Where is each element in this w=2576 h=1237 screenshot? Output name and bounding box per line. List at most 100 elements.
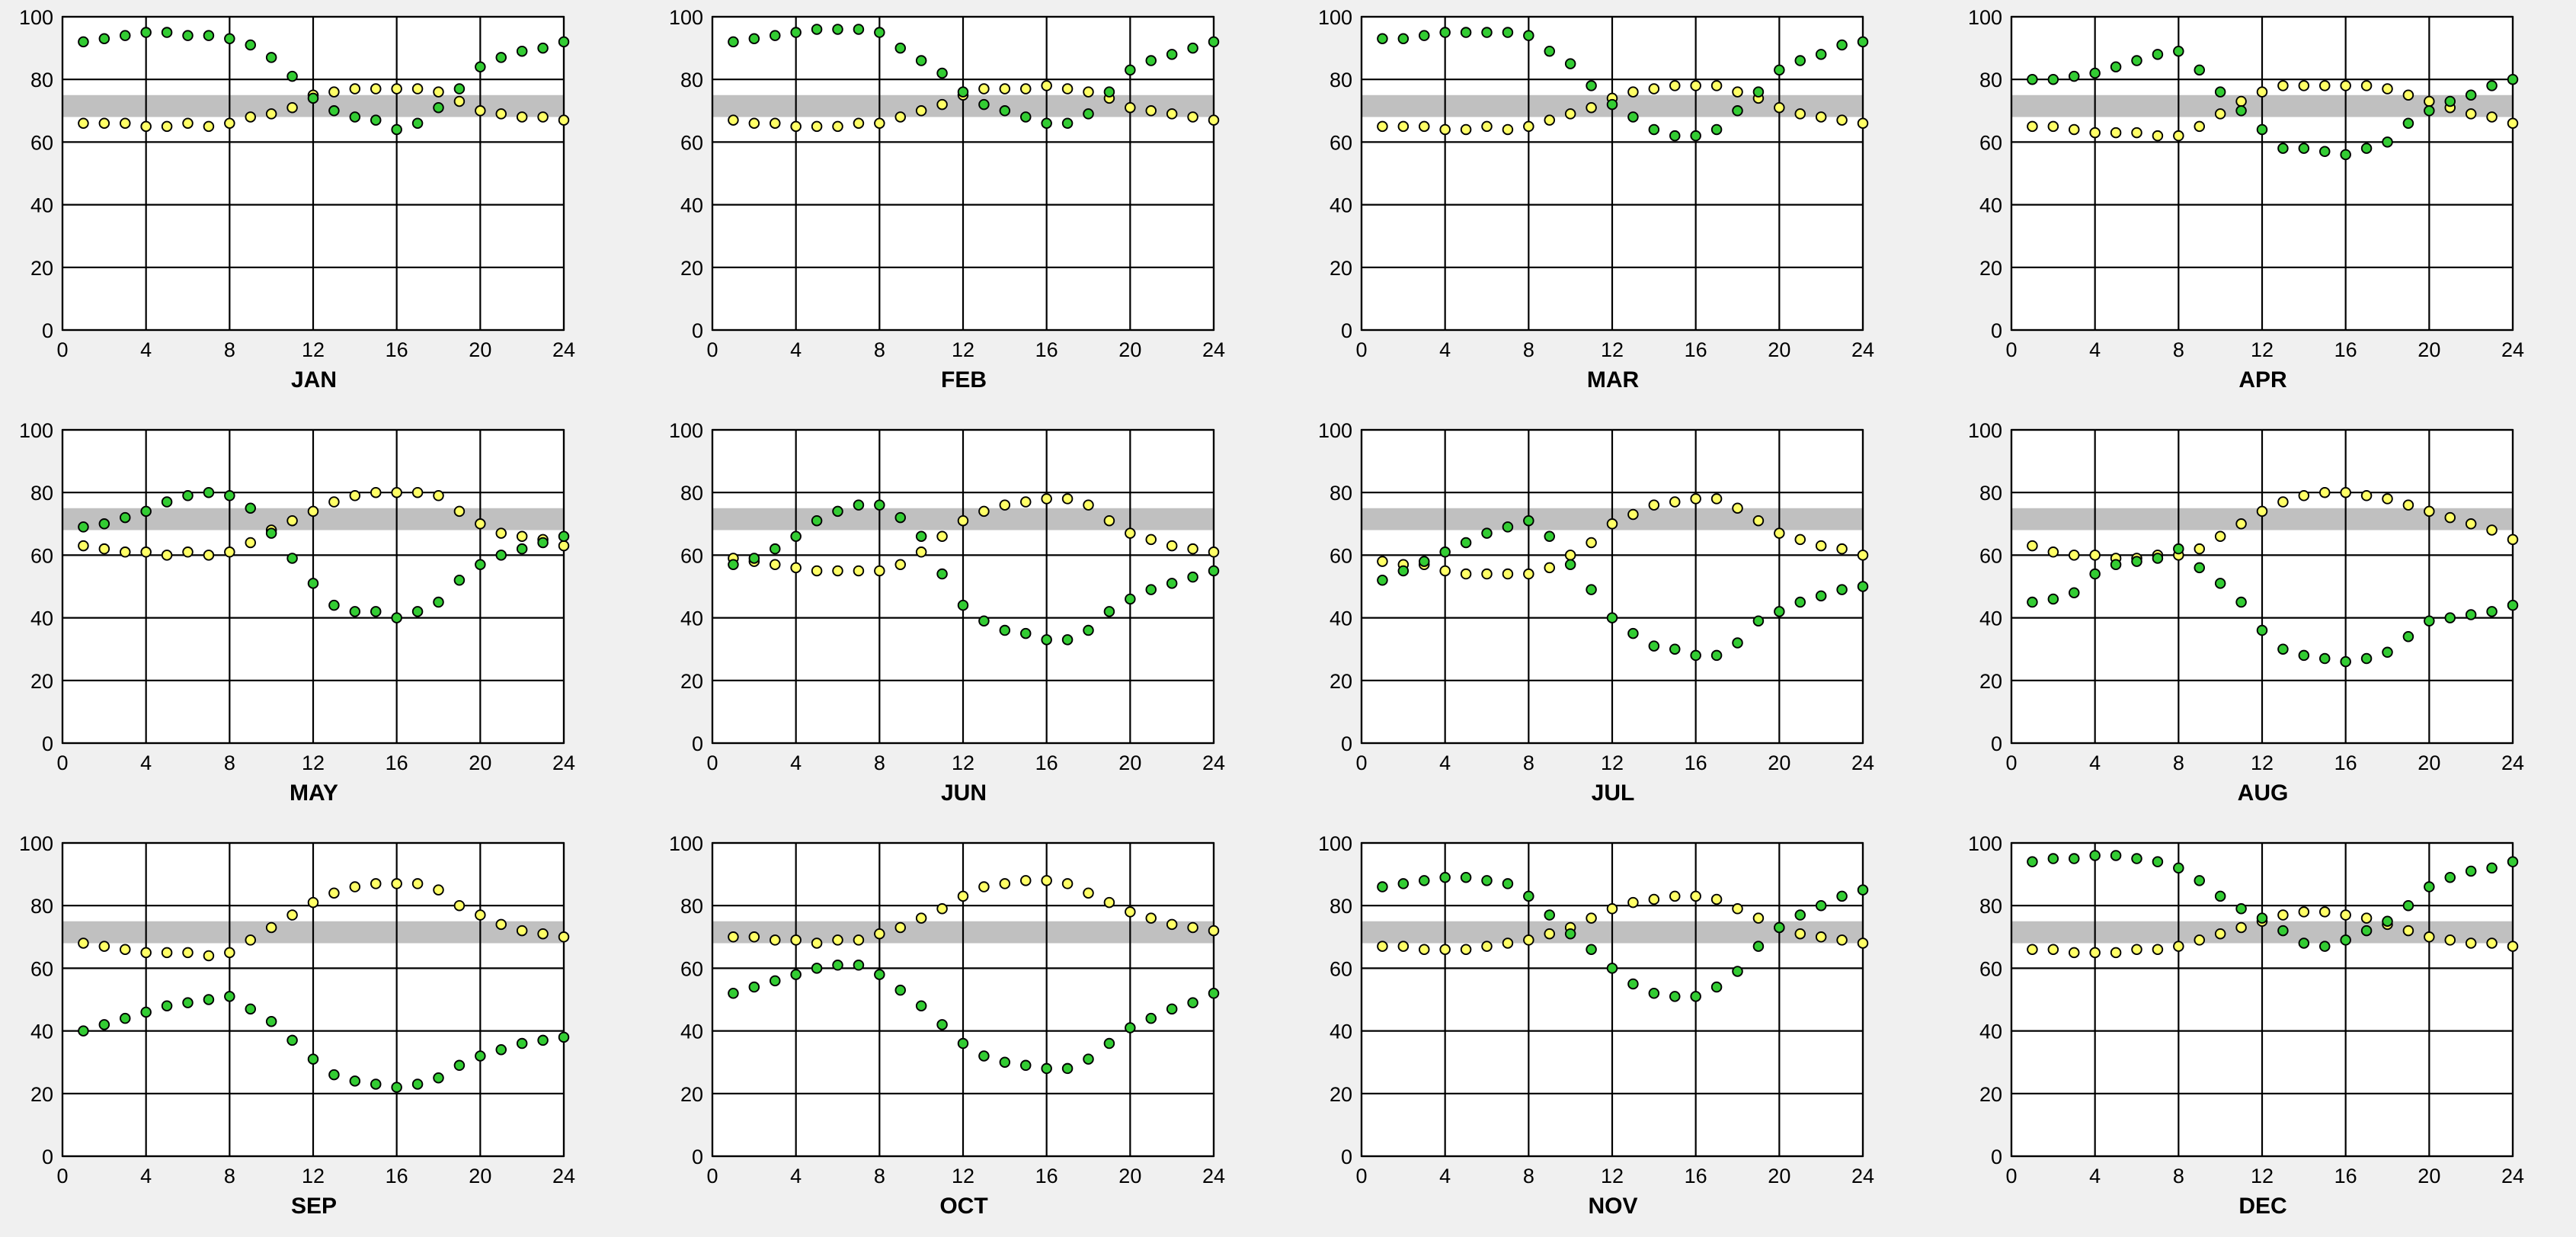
y-tick-label: 60 xyxy=(1979,957,2002,980)
x-tick-label: 8 xyxy=(224,751,235,774)
data-point xyxy=(748,33,760,45)
data-point xyxy=(1460,944,1472,955)
data-point xyxy=(2318,146,2331,157)
data-point xyxy=(1586,912,1597,924)
data-point xyxy=(1166,540,1178,552)
data-point xyxy=(2444,612,2456,623)
data-point xyxy=(853,960,865,971)
chart-panel-apr: 0 4 8 12 16 20 24 0 20 40 60 80 100 APR xyxy=(1968,6,2524,393)
x-tick-label: 8 xyxy=(2173,338,2184,361)
data-point xyxy=(1669,130,1681,142)
x-tick-label: 12 xyxy=(952,751,974,774)
chart-panel-mar: 0 4 8 12 16 20 24 0 20 40 60 80 100 MAR xyxy=(1318,6,1874,393)
data-point xyxy=(98,518,110,530)
yellow-series xyxy=(78,878,570,962)
data-point xyxy=(1794,55,1806,66)
data-point xyxy=(78,1025,89,1037)
data-point xyxy=(770,543,781,555)
data-point xyxy=(2173,941,2184,952)
data-point xyxy=(1103,1037,1115,1050)
y-tick-label: 60 xyxy=(680,544,703,567)
data-point xyxy=(1627,86,1639,98)
data-point xyxy=(832,960,843,971)
x-tick-label: 24 xyxy=(1202,338,1225,361)
data-point xyxy=(2173,45,2184,57)
plot-frame xyxy=(61,841,565,1158)
data-point xyxy=(2173,130,2184,142)
data-point xyxy=(2402,89,2414,101)
y-tick-label: 60 xyxy=(1979,544,2002,567)
data-point xyxy=(2027,596,2038,608)
data-point xyxy=(2424,105,2435,117)
x-tick-label: 8 xyxy=(224,1165,235,1187)
y-tick-label: 80 xyxy=(1979,895,2002,918)
y-tick-label: 100 xyxy=(1318,419,1352,442)
data-point xyxy=(2402,925,2414,937)
x-tick-label: 16 xyxy=(1035,1165,1058,1187)
data-point xyxy=(1019,496,1032,508)
data-point xyxy=(516,1037,528,1050)
data-point xyxy=(1502,27,1514,38)
data-point xyxy=(1732,903,1743,915)
data-point xyxy=(2256,505,2268,518)
data-point xyxy=(516,543,528,555)
data-point xyxy=(1857,884,1869,896)
data-point xyxy=(1857,36,1869,48)
data-point xyxy=(2131,55,2142,66)
data-point xyxy=(98,117,110,129)
chart-panel-jan: 0 4 8 12 16 20 24 0 20 40 60 80 100 JAN xyxy=(19,6,575,393)
data-point xyxy=(516,111,528,123)
data-point xyxy=(853,565,865,577)
data-point xyxy=(1019,875,1032,886)
data-point xyxy=(1019,83,1032,95)
data-point xyxy=(2068,947,2080,959)
data-point xyxy=(2277,80,2289,91)
data-point xyxy=(2214,890,2226,902)
data-point xyxy=(1752,615,1765,627)
data-point xyxy=(1815,899,1827,912)
y-tick-label: 80 xyxy=(30,69,53,91)
data-point xyxy=(2027,73,2038,85)
data-point xyxy=(2298,649,2310,662)
data-point xyxy=(2402,631,2414,643)
chart-panel-oct: 0 4 8 12 16 20 24 0 20 40 60 80 100 OCT xyxy=(669,832,1225,1219)
x-tick-label: 16 xyxy=(1685,1165,1707,1187)
data-point xyxy=(728,114,739,126)
data-point xyxy=(1061,117,1074,129)
y-tick-label: 20 xyxy=(680,1083,703,1106)
data-point xyxy=(140,505,152,518)
data-point xyxy=(182,30,194,41)
data-point xyxy=(1439,871,1451,883)
data-point xyxy=(224,33,235,45)
green-series xyxy=(2027,45,2519,161)
x-tick-label: 0 xyxy=(2005,751,2017,774)
data-point xyxy=(874,117,885,129)
data-point xyxy=(1648,123,1660,136)
data-point xyxy=(245,39,257,51)
data-point xyxy=(2110,61,2122,73)
data-point xyxy=(2360,925,2373,937)
data-point xyxy=(1145,1012,1157,1024)
data-point xyxy=(999,499,1011,511)
data-point xyxy=(1606,903,1618,915)
month-label: DEC xyxy=(2238,1194,2286,1219)
data-point xyxy=(1083,108,1094,120)
data-point xyxy=(307,896,319,909)
data-point xyxy=(537,42,549,54)
data-point xyxy=(957,599,969,611)
data-point xyxy=(2214,108,2226,120)
data-point xyxy=(558,114,570,126)
x-tick-label: 24 xyxy=(552,1165,575,1187)
data-point xyxy=(2235,518,2247,530)
data-point xyxy=(811,120,823,133)
data-point xyxy=(119,546,131,558)
data-point xyxy=(1502,123,1514,136)
data-point xyxy=(349,1075,361,1087)
data-point xyxy=(1145,584,1157,595)
data-point xyxy=(2444,871,2456,883)
data-point xyxy=(98,543,110,555)
data-point xyxy=(2424,931,2435,943)
data-point xyxy=(1187,921,1198,934)
y-tick-label: 40 xyxy=(1979,607,2002,630)
data-point xyxy=(728,988,739,999)
